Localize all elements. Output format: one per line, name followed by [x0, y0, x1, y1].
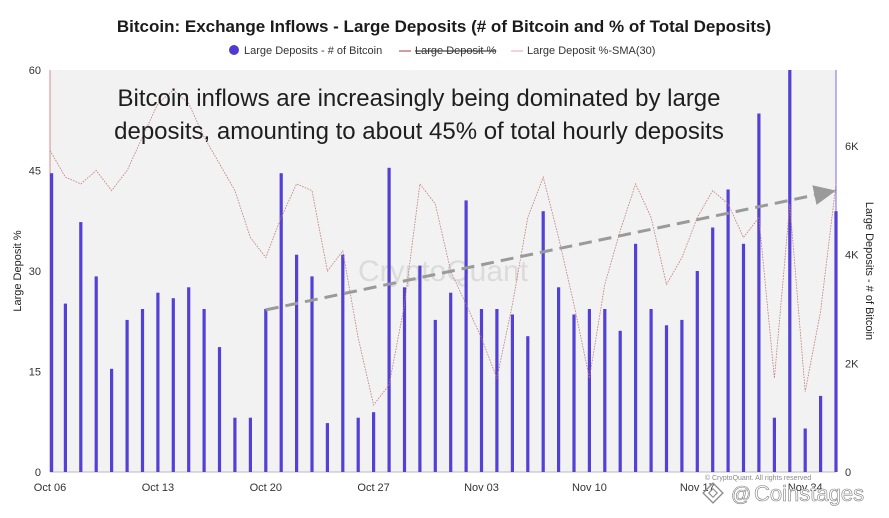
legend-label-large-deposit-pct: Large Deposit %: [415, 45, 497, 57]
bar-nov-25: [819, 395, 823, 472]
line-large-deposit-pct: [49, 89, 837, 406]
bar-oct-20: [264, 309, 268, 472]
bar-oct-12: [140, 309, 145, 472]
bar-nov-20: [741, 243, 746, 472]
bar-nov-06: [526, 336, 530, 472]
bar-nov-04: [495, 309, 499, 472]
bar-oct-07: [63, 303, 67, 472]
y-right-tick-0: 0: [845, 467, 851, 479]
y-left-tick-45: 45: [29, 166, 41, 178]
bar-oct-25: [341, 254, 345, 472]
y-right-tick-6k: 6K: [845, 141, 859, 153]
annotation-line-2: deposits, amounting to about 45% of tota…: [114, 118, 724, 145]
y-right-tick-4k: 4K: [845, 250, 859, 262]
bar-oct-31: [433, 319, 437, 472]
bar-nov-19: [726, 189, 730, 472]
trend-arrow-head: [812, 185, 836, 205]
bar-oct-26: [356, 417, 360, 472]
bar-oct-16: [202, 309, 206, 472]
bar-oct-15: [187, 287, 191, 472]
y-left-axis-title: Large Deposit %: [12, 230, 24, 312]
bar-oct-17: [217, 347, 222, 472]
x-tick-oct-27: Oct 27: [357, 482, 389, 494]
bar-nov-13: [634, 243, 638, 472]
coinstages-credit-text: Coinstages: [754, 481, 864, 506]
bar-oct-23: [310, 276, 314, 472]
bar-oct-21: [279, 173, 283, 472]
bar-nov-26: [834, 211, 838, 472]
x-tick-oct-20: Oct 20: [250, 482, 282, 494]
at-sign-icon: @: [731, 484, 751, 506]
bar-oct-13: [156, 292, 160, 472]
legend-label-large-deposit-sma: Large Deposit %-SMA(30): [527, 45, 655, 57]
coinstages-logo-icon: [702, 482, 724, 504]
bar-oct-29: [402, 287, 407, 472]
y-right-tick-2k: 2K: [845, 358, 859, 370]
y-right-ticks: 0 2K 4K 6K: [845, 141, 859, 479]
bar-oct-09: [94, 276, 98, 472]
legend: Large Deposits - # of Bitcoin Large Depo…: [229, 45, 655, 57]
bar-oct-11: [125, 319, 129, 472]
x-tick-nov-10: Nov 10: [572, 482, 607, 494]
bar-nov-03: [479, 309, 484, 472]
bar-oct-22: [295, 254, 299, 472]
bar-nov-08: [557, 287, 561, 472]
bar-nov-02: [464, 200, 468, 472]
bar-nov-24: [803, 428, 807, 472]
bar-nov-16: [680, 319, 684, 472]
bar-oct-24: [325, 423, 329, 472]
bar-oct-14: [171, 298, 175, 472]
coinstages-credit: @ Coinstages: [702, 481, 864, 506]
x-tick-oct-06: Oct 06: [34, 482, 66, 494]
annotation-line-1: Bitcoin inflows are increasingly being d…: [118, 85, 721, 112]
bar-nov-10: [587, 309, 591, 472]
y-left-tick-60: 60: [29, 65, 41, 77]
bar-nov-14: [649, 309, 653, 472]
y-right-axis-title: Large Deposits - # of Bitcoin: [863, 202, 875, 340]
bar-oct-27: [372, 412, 376, 472]
watermark-copyright: © CryptoQuant. All rights reserved: [705, 474, 811, 482]
bar-nov-05: [510, 314, 514, 472]
bar-nov-18: [711, 227, 715, 472]
bars-large-deposits-btc: [50, 70, 838, 473]
x-tick-nov-03: Nov 03: [464, 482, 499, 494]
bar-nov-07: [541, 211, 545, 472]
bar-oct-10: [110, 368, 114, 472]
bar-oct-28: [387, 167, 391, 473]
trend-arrow-line: [265, 193, 815, 312]
y-left-ticks: 0 15 30 45 60: [29, 65, 41, 479]
bar-nov-22: [772, 417, 776, 472]
legend-marker-large-deposits-btc: [229, 45, 239, 55]
plot-area: [50, 70, 836, 472]
y-left-tick-0: 0: [35, 467, 41, 479]
x-tick-oct-13: Oct 13: [142, 482, 174, 494]
y-left-tick-15: 15: [29, 367, 41, 379]
bar-nov-15: [664, 325, 669, 472]
bar-nov-11: [603, 309, 607, 472]
bar-oct-30: [418, 265, 422, 472]
x-tick-nov-24: Nov 24: [788, 482, 823, 494]
bar-oct-18: [233, 417, 237, 472]
y-left-tick-30: 30: [29, 266, 41, 278]
bar-oct-06: [50, 173, 54, 472]
bar-nov-09: [572, 314, 576, 472]
bar-nov-21: [757, 113, 761, 472]
bar-nov-23: [788, 70, 792, 472]
chart-title: Bitcoin: Exchange Inflows - Large Deposi…: [117, 17, 771, 36]
bar-oct-19: [248, 417, 252, 472]
bar-nov-17: [695, 271, 699, 472]
bar-oct-08: [79, 222, 83, 472]
bar-nov-01: [449, 292, 453, 472]
bar-nov-12: [618, 330, 622, 472]
x-ticks: Oct 06 Oct 13 Oct 20 Oct 27 Nov 03 Nov 10 Nov …: [34, 482, 823, 494]
legend-label-large-deposits-btc: Large Deposits - # of Bitcoin: [244, 45, 382, 57]
